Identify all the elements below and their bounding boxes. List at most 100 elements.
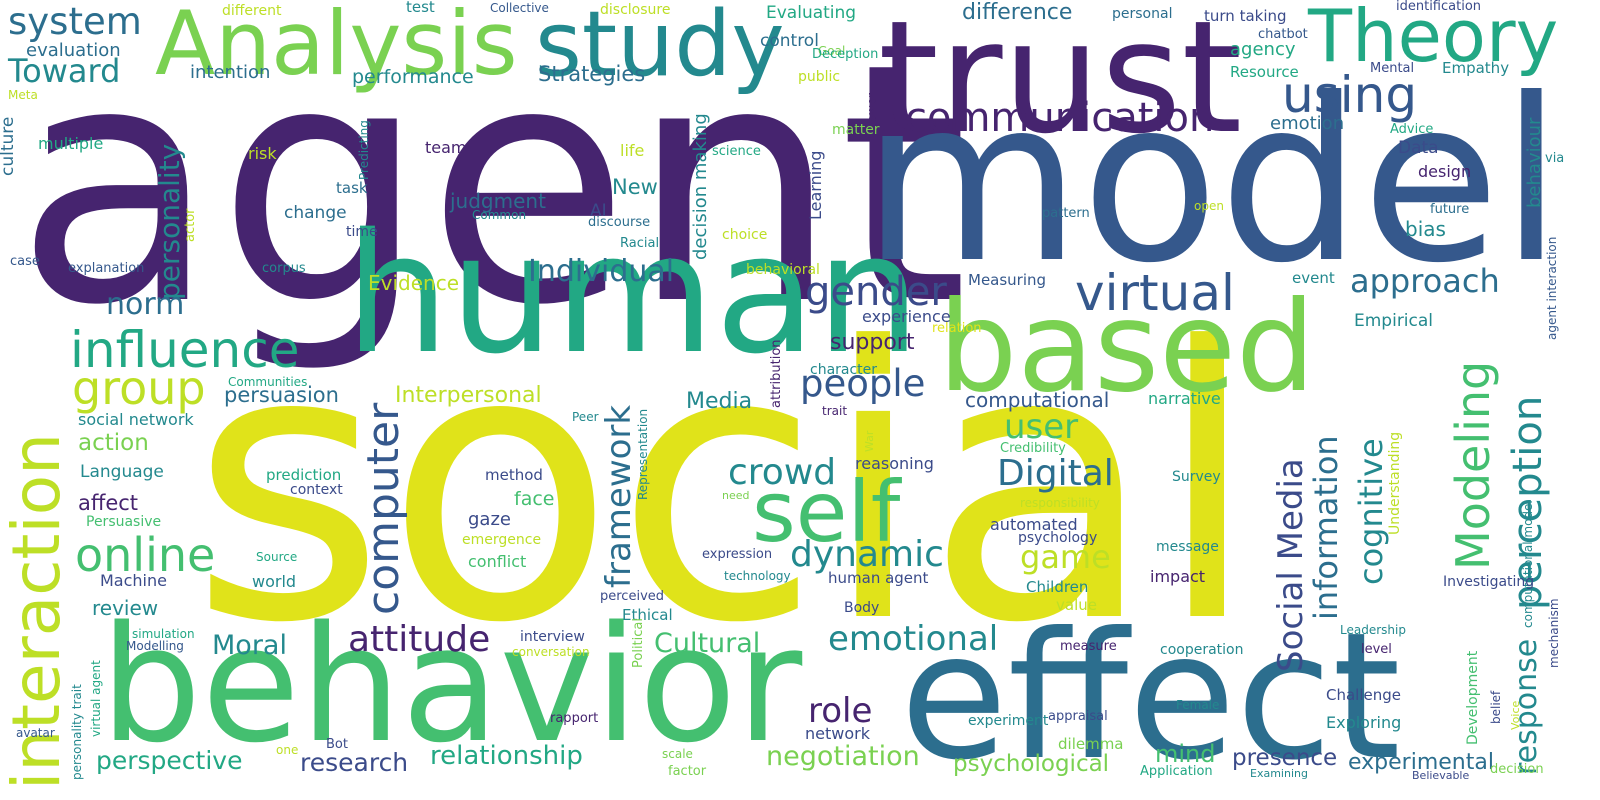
word-persuasion: persuasion xyxy=(224,383,339,407)
word-relationship: relationship xyxy=(430,741,583,771)
word-conversation: conversation xyxy=(512,645,590,659)
word-future: future xyxy=(1430,202,1470,217)
word-evidence: Evidence xyxy=(368,271,460,295)
word-moral: Moral xyxy=(212,630,287,661)
word-one: one xyxy=(276,743,299,757)
word-representation: Representation xyxy=(636,408,650,500)
word-crowd: crowd xyxy=(728,452,837,493)
word-life: life xyxy=(620,141,645,160)
word-belief: belief xyxy=(1489,690,1503,724)
word-war: War xyxy=(863,430,876,452)
word-human-agent: human agent xyxy=(828,569,929,587)
word-challenge: Challenge xyxy=(1326,686,1401,704)
word-bot: Bot xyxy=(326,737,348,752)
word-culture: culture xyxy=(0,116,18,176)
word-persuasive: Persuasive xyxy=(86,514,162,530)
word-behaviour: behaviour xyxy=(1524,117,1545,208)
word-pattern: pattern xyxy=(1042,206,1090,221)
word-application: Application xyxy=(1140,764,1213,779)
word-evaluation: evaluation xyxy=(26,40,121,61)
word-responsibility: responsibility xyxy=(1020,496,1100,510)
word-agent-interaction: agent interaction xyxy=(1545,236,1559,340)
word-survey: Survey xyxy=(1172,469,1221,485)
word-goal: Goal xyxy=(818,44,846,58)
word-cultural: Cultural xyxy=(654,628,761,659)
word-source: Source xyxy=(256,550,298,564)
word-behavior: behavior xyxy=(100,591,803,778)
word-emotional: emotional xyxy=(828,619,999,659)
word-different: different xyxy=(222,3,282,19)
word-case: case xyxy=(10,254,40,269)
word-action: action xyxy=(78,430,149,456)
word-computational-model: computational model xyxy=(1521,500,1535,628)
word-level: level xyxy=(1361,642,1392,657)
word-prediction: prediction xyxy=(266,466,342,484)
word-children: Children xyxy=(1026,578,1089,596)
word-support: support xyxy=(830,330,915,355)
word-study: study xyxy=(535,0,785,97)
word-network: network xyxy=(805,724,870,743)
word-trust: trust xyxy=(878,0,1243,168)
word-perspective: perspective xyxy=(96,746,243,775)
word-strategies: Strategies xyxy=(538,62,646,86)
word-behavioral: behavioral xyxy=(746,262,820,278)
word-automated: automated xyxy=(990,515,1078,534)
word-gender: gender xyxy=(805,269,947,315)
word-dilemma: dilemma xyxy=(1058,735,1124,753)
word-meta: Meta xyxy=(8,88,38,102)
word-rapport: rapport xyxy=(550,711,599,726)
word-personality-trait: personality trait xyxy=(70,684,84,780)
word-corpus: corpus xyxy=(262,261,306,276)
word-narrative: narrative xyxy=(1148,389,1221,408)
word-machine: Machine xyxy=(100,571,167,590)
word-modeling: Modeling xyxy=(1446,360,1500,570)
word-virtual-agent: virtual agent xyxy=(89,660,103,737)
word-turn-taking: turn taking xyxy=(1204,7,1287,25)
word-decision-making: decision making xyxy=(690,113,711,260)
word-matter: matter xyxy=(832,122,880,138)
word-choice: choice xyxy=(722,227,768,243)
word-chatbot: chatbot xyxy=(1258,27,1308,42)
word-affect: affect xyxy=(78,491,139,515)
word-examining: Examining xyxy=(1250,767,1308,780)
word-female: Female xyxy=(1176,698,1220,712)
word-personal: personal xyxy=(1112,6,1173,22)
word-control: control xyxy=(760,31,819,51)
word-media: Media xyxy=(686,389,753,414)
word-information: information xyxy=(1307,435,1345,620)
word-influence: influence xyxy=(70,321,300,379)
word-intention: intention xyxy=(190,62,271,83)
word-system: system xyxy=(8,0,142,43)
word-simulation: simulation xyxy=(132,627,195,641)
word-interview: interview xyxy=(520,629,585,645)
word-public: public xyxy=(798,69,841,85)
word-credibility: Credibility xyxy=(1000,441,1066,456)
word-time: time xyxy=(346,224,378,240)
word-review: review xyxy=(92,596,159,620)
word-conflict: conflict xyxy=(468,552,527,571)
word-change: change xyxy=(284,203,347,223)
word-self: self xyxy=(752,463,901,561)
word-common: Common xyxy=(472,208,527,222)
word-impact: impact xyxy=(1150,567,1206,586)
word-presence: presence xyxy=(1232,745,1338,771)
word-body: Body xyxy=(844,600,880,616)
word-norm: norm xyxy=(106,287,185,322)
word-difference: difference xyxy=(962,0,1073,25)
word-task: task xyxy=(336,179,368,197)
word-effect: effect xyxy=(900,596,1401,799)
word-disclosure: disclosure xyxy=(600,2,671,18)
word-experience: experience xyxy=(862,307,951,326)
word-judgment: judgment xyxy=(450,189,546,213)
word-factor: factor xyxy=(668,764,707,779)
word-risk: risk xyxy=(248,144,277,163)
word-attribution: attribution xyxy=(769,339,784,408)
word-appraisal: appraisal xyxy=(1048,709,1108,724)
word-empathy: Empathy xyxy=(1442,59,1510,77)
word-character: character xyxy=(810,362,878,378)
word-emotion: emotion xyxy=(1270,113,1345,134)
word-communication: communication xyxy=(905,95,1215,141)
word-trait: trait xyxy=(822,404,848,418)
word-resource: Resource xyxy=(1230,63,1299,81)
